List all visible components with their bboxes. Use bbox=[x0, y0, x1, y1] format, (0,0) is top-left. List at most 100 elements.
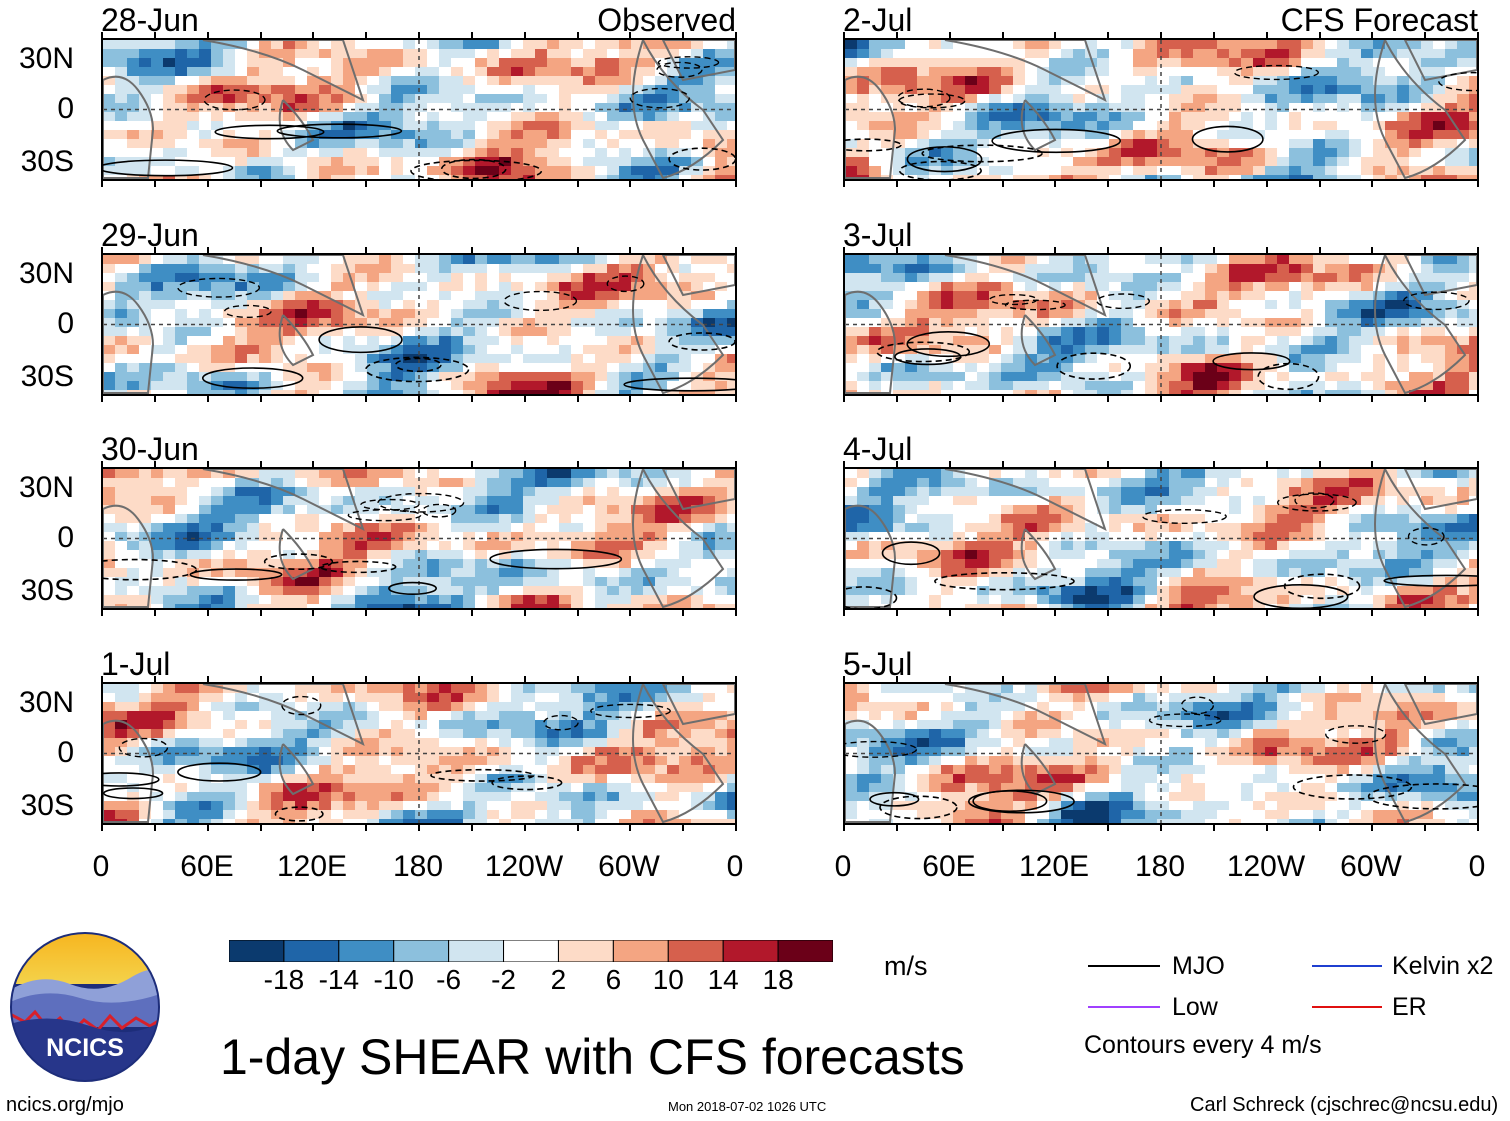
lon-tick-mark bbox=[1054, 825, 1056, 831]
colorbar-swatch bbox=[228, 939, 285, 963]
lon-tick-mark bbox=[312, 610, 314, 616]
lon-tick-label: 120W bbox=[1226, 850, 1306, 883]
lon-tick-mark bbox=[1319, 181, 1321, 187]
lon-tick-mark bbox=[1319, 396, 1321, 402]
site-link[interactable]: ncics.org/mjo bbox=[6, 1094, 124, 1116]
lon-tick-mark bbox=[896, 247, 898, 253]
lon-tick-mark bbox=[1477, 181, 1479, 187]
lon-tick-mark bbox=[1424, 825, 1426, 831]
colorbar-swatch bbox=[557, 939, 614, 963]
lon-tick-mark bbox=[1213, 461, 1215, 467]
lon-tick-mark bbox=[101, 247, 103, 253]
colorbar-level-label: -2 bbox=[491, 964, 516, 995]
lon-tick-mark bbox=[207, 461, 209, 467]
lon-tick-mark bbox=[735, 825, 737, 831]
lon-tick-mark bbox=[365, 825, 367, 831]
lon-tick-label: 0 bbox=[726, 850, 744, 883]
lon-tick-mark bbox=[524, 461, 526, 467]
lon-tick-mark bbox=[1160, 825, 1162, 831]
colorbar-level-label: 14 bbox=[707, 964, 739, 995]
lon-tick-mark bbox=[1160, 247, 1162, 253]
lon-tick-mark bbox=[843, 32, 845, 38]
lon-tick-mark bbox=[682, 461, 684, 467]
colorbar-level-label: 2 bbox=[550, 964, 567, 995]
lon-tick-mark bbox=[843, 610, 845, 616]
contour-note: Contours every 4 m/s bbox=[1084, 1031, 1322, 1059]
lon-tick-mark bbox=[1477, 676, 1479, 682]
lon-tick-mark bbox=[1319, 825, 1321, 831]
lat-tick-label: 0 bbox=[57, 521, 74, 554]
legend-label-mjo: MJO bbox=[1172, 952, 1225, 980]
lon-tick-mark bbox=[577, 247, 579, 253]
lon-tick-mark bbox=[896, 825, 898, 831]
lon-tick-mark bbox=[1266, 396, 1268, 402]
lon-tick-mark bbox=[1424, 181, 1426, 187]
lon-tick-mark bbox=[365, 32, 367, 38]
lon-tick-mark bbox=[154, 610, 156, 616]
lat-tick-label: 30N bbox=[18, 686, 74, 719]
colorbar-level-label: -14 bbox=[318, 964, 360, 995]
lon-tick-label: 120W bbox=[484, 850, 564, 883]
lon-tick-mark bbox=[154, 676, 156, 682]
lon-tick-mark bbox=[312, 396, 314, 402]
shear-map-panel bbox=[843, 38, 1479, 181]
lon-tick-mark bbox=[896, 32, 898, 38]
lon-tick-mark bbox=[260, 247, 262, 253]
colorbar bbox=[228, 939, 834, 963]
lon-tick-mark bbox=[207, 396, 209, 402]
colorbar-swatch bbox=[667, 939, 724, 963]
lon-tick-label: 60E bbox=[180, 850, 234, 883]
lon-tick-mark bbox=[843, 396, 845, 402]
lon-tick-mark bbox=[577, 181, 579, 187]
lon-tick-mark bbox=[101, 32, 103, 38]
lon-tick-mark bbox=[418, 32, 420, 38]
lon-tick-mark bbox=[101, 461, 103, 467]
lon-tick-label: 60W bbox=[1340, 850, 1402, 883]
lon-tick-mark bbox=[154, 461, 156, 467]
lon-tick-mark bbox=[418, 247, 420, 253]
lon-tick-mark bbox=[418, 396, 420, 402]
lon-tick-mark bbox=[1213, 676, 1215, 682]
colorbar-level-label: -6 bbox=[436, 964, 462, 995]
lon-tick-label: 60E bbox=[922, 850, 976, 883]
colorbar-swatch bbox=[283, 939, 340, 963]
colorbar-level-label: 6 bbox=[605, 964, 622, 995]
lon-tick-mark bbox=[1424, 247, 1426, 253]
lon-tick-mark bbox=[1213, 181, 1215, 187]
lon-tick-mark bbox=[1477, 247, 1479, 253]
lon-tick-mark bbox=[682, 247, 684, 253]
lon-tick-mark bbox=[1371, 610, 1373, 616]
lon-tick-mark bbox=[365, 610, 367, 616]
lon-tick-label: 180 bbox=[1134, 850, 1186, 883]
shear-field bbox=[845, 255, 1477, 394]
lon-tick-mark bbox=[1477, 396, 1479, 402]
lon-tick-mark bbox=[629, 32, 631, 38]
lon-tick-mark bbox=[471, 181, 473, 187]
lon-tick-mark bbox=[949, 461, 951, 467]
lon-tick-mark bbox=[1054, 396, 1056, 402]
panel-date-label: 4-Jul bbox=[843, 431, 913, 467]
colorbar-level-label: -18 bbox=[263, 964, 305, 995]
shear-field bbox=[103, 469, 735, 608]
lon-tick-mark bbox=[1319, 32, 1321, 38]
lon-tick-mark bbox=[577, 825, 579, 831]
lon-tick-mark bbox=[260, 610, 262, 616]
colorbar-level-label: -10 bbox=[373, 964, 414, 995]
lon-tick-mark bbox=[1213, 32, 1215, 38]
forecast-label: CFS Forecast bbox=[1280, 2, 1478, 38]
shear-map-panel bbox=[101, 467, 737, 610]
lat-tick-label: 30S bbox=[20, 789, 74, 822]
lon-tick-mark bbox=[1107, 676, 1109, 682]
lon-tick-mark bbox=[735, 396, 737, 402]
lat-tick-label: 30N bbox=[18, 42, 74, 75]
lon-tick-mark bbox=[1266, 825, 1268, 831]
lon-tick-mark bbox=[682, 610, 684, 616]
lon-tick-mark bbox=[471, 247, 473, 253]
panel-date-label: 1-Jul bbox=[101, 646, 171, 682]
lon-tick-mark bbox=[312, 461, 314, 467]
lon-tick-mark bbox=[1213, 825, 1215, 831]
lon-tick-mark bbox=[735, 461, 737, 467]
lat-tick-label: 30S bbox=[20, 145, 74, 178]
lon-tick-mark bbox=[524, 32, 526, 38]
shear-map-panel bbox=[843, 253, 1479, 396]
